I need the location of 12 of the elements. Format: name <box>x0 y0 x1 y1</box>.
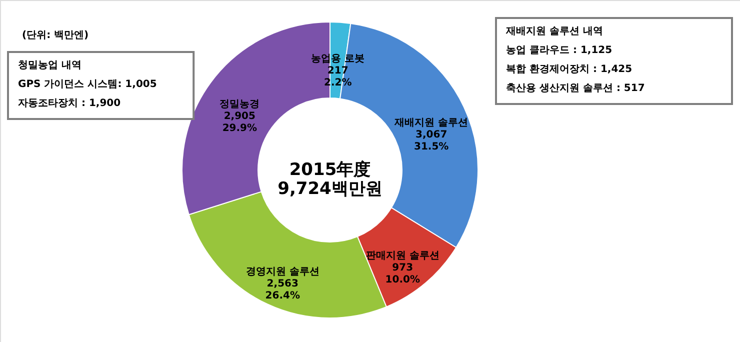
slice-label: 경영지원 솔루션 <box>246 266 320 278</box>
slice-label: 판매지원 솔루션 <box>366 250 440 262</box>
text: (단위: 백만엔) <box>22 30 89 41</box>
text: 청밀농업 내역 GPS 가이던스 시스템: 1,005 자동조타장치 : 1,900 <box>18 60 157 109</box>
text: 재배지원 솔루션 내역 농업 클라우드 : 1,125 복합 환경제어장치 : 1,425 축산용 생산지원 솔루션 : 517 <box>505 26 645 94</box>
data-label: 973 10.0% <box>385 262 420 286</box>
slice-label: 정밀농경 <box>220 98 260 110</box>
text: 2015年度 9,724백만원 <box>278 160 382 199</box>
data-label: 3,067 31.5% <box>414 129 449 152</box>
data-label: 2,905 29.9% <box>222 110 258 134</box>
data-label: 2,563 26.4% <box>265 278 300 302</box>
slice-label: 재배지원 솔루션 <box>394 117 468 128</box>
